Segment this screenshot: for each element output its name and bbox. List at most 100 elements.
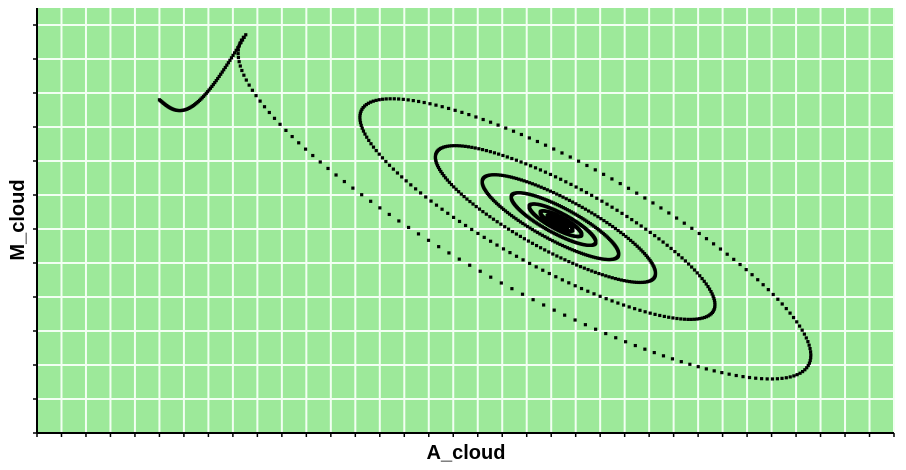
data-point <box>450 144 454 148</box>
data-point <box>629 238 633 243</box>
data-point <box>533 194 538 198</box>
data-point <box>220 70 224 74</box>
data-point <box>633 242 637 246</box>
data-point <box>577 250 581 255</box>
data-point <box>558 242 562 246</box>
data-point <box>704 315 709 319</box>
data-point <box>569 210 573 214</box>
data-point <box>272 116 277 120</box>
data-point <box>534 265 538 269</box>
data-point <box>574 185 578 189</box>
data-point <box>384 97 388 101</box>
data-point <box>542 303 546 307</box>
data-point <box>579 251 583 255</box>
data-point <box>568 155 572 159</box>
data-point <box>495 173 499 177</box>
data-point <box>543 248 547 252</box>
data-point <box>495 243 499 247</box>
data-point <box>713 302 717 307</box>
data-point <box>808 346 812 351</box>
data-point <box>712 296 716 301</box>
data-point <box>559 256 563 260</box>
data-point <box>438 167 442 172</box>
data-point <box>676 253 681 257</box>
data-point <box>592 224 596 228</box>
data-point <box>552 147 556 151</box>
data-point <box>805 366 809 370</box>
data-point <box>682 221 686 225</box>
data-point <box>548 189 553 193</box>
data-point <box>544 198 548 202</box>
data-point <box>549 200 554 204</box>
data-point <box>223 65 227 70</box>
data-point <box>514 158 518 162</box>
data-point <box>560 243 565 248</box>
data-point <box>548 199 552 203</box>
data-point <box>610 205 614 209</box>
data-point <box>595 196 599 200</box>
data-point <box>561 195 565 199</box>
data-point <box>807 361 811 365</box>
data-point <box>575 250 579 254</box>
data-point <box>530 227 535 232</box>
data-point <box>481 117 485 122</box>
data-point <box>454 187 458 191</box>
data-point <box>559 205 563 209</box>
data-point <box>560 278 564 282</box>
data-point <box>594 327 598 331</box>
data-point <box>560 151 564 155</box>
data-point <box>593 168 597 172</box>
data-point <box>533 166 538 170</box>
data-point <box>771 292 775 297</box>
data-point <box>236 48 240 52</box>
data-point <box>360 107 364 111</box>
data-point <box>545 188 549 192</box>
data-point <box>710 292 714 296</box>
data-point <box>445 178 449 182</box>
data-point <box>616 277 620 281</box>
data-point <box>525 224 530 229</box>
data-point <box>570 248 574 252</box>
data-point <box>679 360 683 364</box>
data-point <box>578 265 583 269</box>
data-point <box>791 315 796 320</box>
data-point <box>712 306 717 310</box>
data-point <box>579 216 583 220</box>
data-point <box>604 297 608 301</box>
data-point <box>718 247 723 251</box>
data-point <box>594 256 598 260</box>
data-point <box>222 68 226 72</box>
data-point <box>688 362 692 366</box>
data-point <box>551 252 555 256</box>
data-point <box>803 368 807 372</box>
data-point <box>809 350 813 354</box>
data-point <box>459 192 463 196</box>
data-point <box>573 318 577 322</box>
data-point <box>613 276 617 281</box>
data-point <box>598 294 602 298</box>
data-point <box>615 208 619 212</box>
data-point <box>538 168 543 172</box>
data-point <box>586 289 590 293</box>
data-point <box>500 206 504 210</box>
data-point <box>457 219 462 224</box>
data-point <box>491 217 496 221</box>
data-point <box>465 197 469 201</box>
data-point <box>809 356 813 360</box>
data-point <box>802 332 806 336</box>
data-point <box>207 88 211 92</box>
data-point <box>642 280 647 284</box>
data-point <box>531 298 535 302</box>
data-point <box>599 217 603 221</box>
data-point <box>488 120 493 124</box>
data-point <box>683 259 687 263</box>
data-point <box>712 298 717 303</box>
data-point <box>689 317 693 321</box>
data-point <box>239 38 244 42</box>
data-point <box>505 174 509 178</box>
data-point <box>658 313 662 318</box>
data-point <box>238 41 242 45</box>
data-point <box>575 263 579 267</box>
data-point <box>670 357 675 361</box>
data-point <box>530 241 535 245</box>
